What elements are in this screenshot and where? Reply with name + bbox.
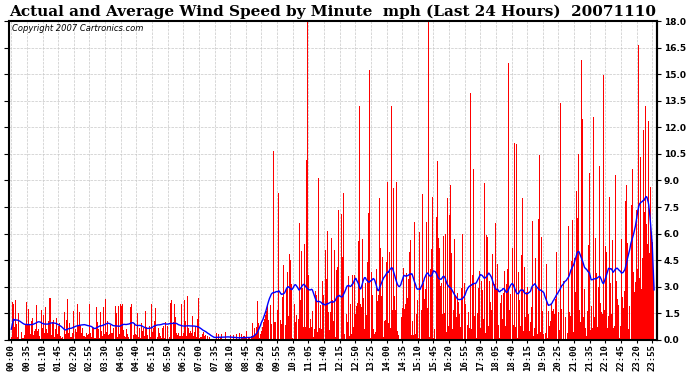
Title: Actual and Average Wind Speed by Minute  mph (Last 24 Hours)  20071110: Actual and Average Wind Speed by Minute … (10, 4, 656, 18)
Text: Copyright 2007 Cartronics.com: Copyright 2007 Cartronics.com (12, 24, 144, 33)
